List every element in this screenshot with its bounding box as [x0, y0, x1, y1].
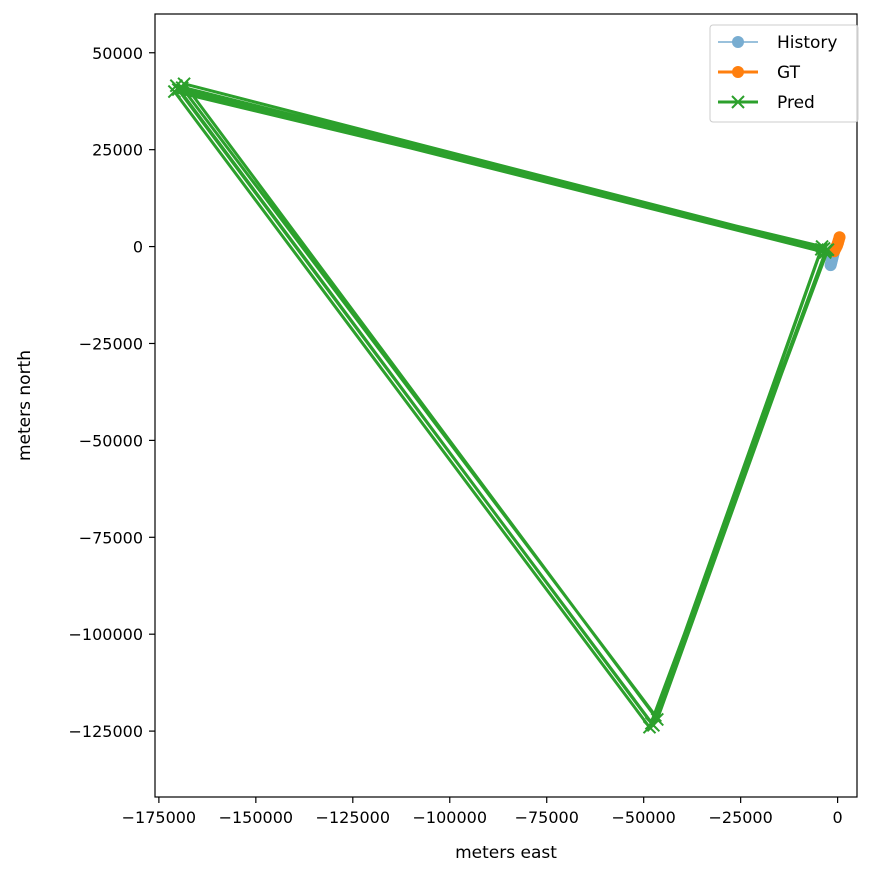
series-line-pred — [172, 82, 830, 729]
legend-marker — [731, 95, 745, 109]
data-point — [650, 712, 664, 727]
x-tick-label: −175000 — [122, 808, 196, 827]
legend-item-pred — [718, 95, 758, 109]
y-tick-label: −50000 — [79, 431, 143, 450]
data-point — [175, 80, 189, 95]
data-point — [171, 82, 185, 97]
plot-area — [167, 77, 846, 734]
y-axis: 50000 25000 0 −25000 −50000 −75000 −100000 −125… — [69, 44, 155, 741]
series-pred — [167, 77, 835, 734]
data-point — [814, 242, 829, 256]
y-tick-label: 0 — [133, 238, 143, 257]
x-tick-label: −25000 — [708, 808, 772, 827]
y-tick-label: 50000 — [92, 44, 143, 63]
data-point — [833, 231, 846, 244]
legend: History GT Pred — [709, 24, 859, 123]
legend-item-history — [718, 36, 758, 48]
legend-label: History — [777, 33, 837, 53]
y-tick-label: −25000 — [79, 334, 143, 353]
x-tick-label: 0 — [833, 808, 843, 827]
x-tick-label: −100000 — [413, 808, 487, 827]
plot-frame — [154, 13, 858, 798]
y-tick-label: −125000 — [69, 722, 143, 741]
x-tick-label: −75000 — [515, 808, 579, 827]
y-axis-label: meters north — [15, 350, 35, 461]
legend-box — [709, 24, 859, 123]
x-tick-label: −150000 — [219, 808, 293, 827]
data-point — [167, 84, 182, 99]
legend-item-gt — [718, 66, 758, 78]
x-axis-label: meters east — [455, 843, 557, 863]
legend-label: GT — [777, 63, 801, 83]
y-tick-label: −75000 — [79, 528, 143, 547]
data-point — [646, 718, 661, 732]
x-tick-label: −125000 — [316, 808, 390, 827]
y-tick-label: 25000 — [92, 141, 143, 160]
x-axis: −175000 −150000 −125000 −100000 −75000 −50000… — [122, 797, 843, 827]
x-tick-label: −50000 — [612, 808, 676, 827]
legend-marker — [732, 36, 744, 48]
legend-label: Pred — [777, 93, 815, 113]
y-tick-label: −100000 — [69, 625, 143, 644]
legend-marker — [732, 66, 744, 78]
